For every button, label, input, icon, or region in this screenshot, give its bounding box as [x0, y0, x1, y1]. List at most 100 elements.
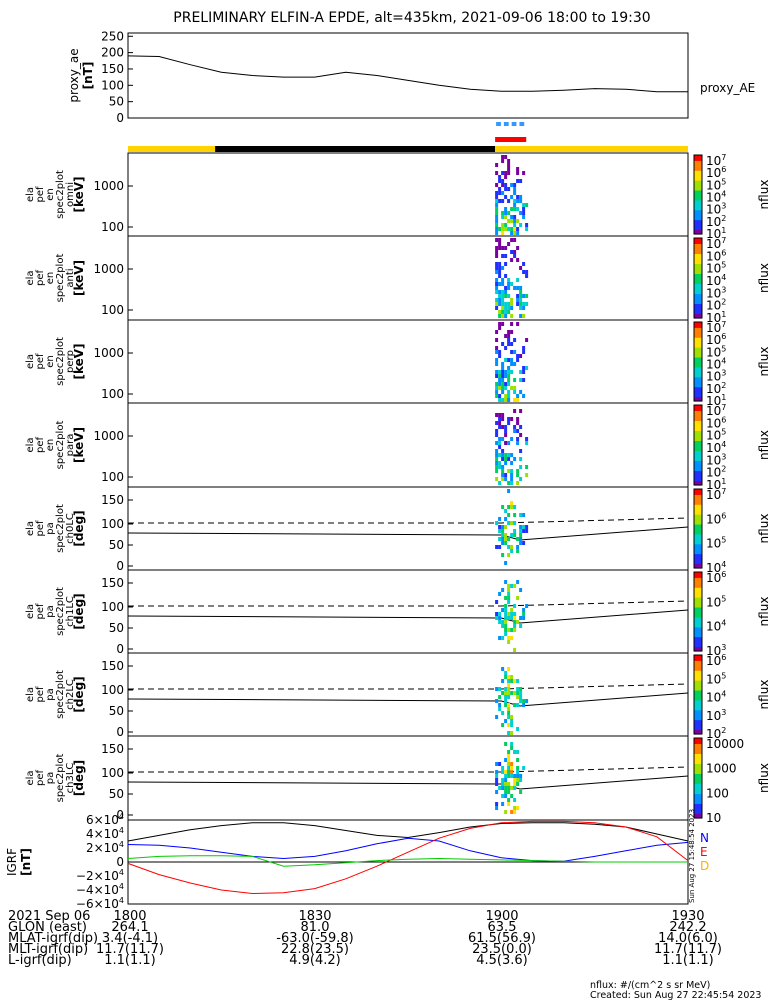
spec-cell — [501, 254, 505, 258]
colorbar-step — [694, 726, 702, 729]
colorbar-step — [694, 776, 702, 779]
spec-cell — [498, 242, 502, 246]
colorbar-step — [694, 294, 702, 297]
colorbar-step — [694, 613, 702, 617]
spec-cell — [504, 608, 508, 612]
colorbar-step — [694, 772, 702, 775]
panel-ylabel-line: [keV] — [72, 427, 86, 463]
spec-cell — [522, 612, 526, 616]
colorbar-step — [694, 290, 702, 293]
spec-cell — [519, 691, 523, 695]
spec-cell — [501, 386, 505, 390]
spec-cell — [510, 437, 514, 441]
colorbar-step — [694, 708, 702, 711]
spec-cell — [507, 159, 511, 163]
colorbar-step — [694, 194, 702, 198]
colorbar-step — [694, 306, 702, 309]
spec-cell — [525, 294, 529, 298]
colorbar-pa_ch3: 10000 1000 100 10 nflux — [693, 737, 771, 825]
colorbar-step — [694, 812, 702, 815]
spec-cell — [510, 195, 514, 199]
colorbar-step — [694, 264, 702, 267]
spec-cell — [513, 409, 517, 413]
spec-cell — [495, 687, 499, 691]
spec-cell — [504, 155, 508, 159]
footer-value: 22.8(23.5) — [281, 942, 349, 957]
panel-ylabel-line: ela — [25, 687, 36, 702]
colorbar-step — [694, 554, 702, 557]
colorbar-step — [694, 611, 702, 615]
colorbar-step — [694, 518, 702, 522]
ytick-label: 1000 — [93, 346, 124, 360]
spec-cell — [504, 441, 508, 445]
panel-ylabel-line: pef — [35, 270, 46, 287]
colorbar-step — [694, 716, 702, 719]
spec-cell — [495, 386, 499, 390]
spec-cell — [501, 398, 505, 402]
spec-cell — [510, 636, 514, 640]
spec-cell — [504, 794, 508, 798]
colorbar-step — [694, 550, 702, 553]
spec-cell — [498, 687, 502, 691]
spec-cell — [504, 596, 508, 600]
colorbar-step — [694, 492, 702, 496]
colorbar-step — [694, 246, 702, 249]
spec-cell — [495, 545, 499, 549]
spec-cell — [510, 766, 514, 770]
colorbar-tick-label: 103 — [706, 708, 726, 723]
ae-legend: proxy_AE — [700, 81, 755, 95]
zone-dash — [503, 122, 509, 126]
ytick-label: 100 — [101, 600, 124, 614]
colorbar-step — [694, 192, 702, 196]
spec-cell — [507, 282, 511, 286]
spec-cell — [525, 203, 529, 207]
spec-cell — [507, 242, 511, 246]
spec-cell — [507, 723, 511, 727]
colorbar-tick-label: 105 — [706, 671, 726, 686]
ae-ylabel-unit: [nT] — [81, 62, 95, 90]
panel-frame — [127, 652, 689, 737]
colorbar-step — [694, 202, 702, 205]
colorbar-step — [694, 704, 702, 707]
spec-cell — [507, 513, 511, 517]
colorbar-step — [694, 548, 702, 551]
spec-cell — [510, 533, 514, 537]
colorbar-label: nflux — [757, 430, 771, 460]
colorbar-tick-label: 100 — [706, 786, 729, 800]
spec-cell — [522, 302, 526, 306]
colorbar-step — [694, 204, 702, 207]
spec-cell — [507, 537, 511, 541]
colorbar-step — [694, 556, 702, 559]
colorbar-step — [694, 389, 702, 392]
colorbar-step — [694, 572, 702, 575]
orbit-band-night — [215, 146, 496, 152]
colorbar-step — [694, 538, 702, 541]
colorbar-step — [694, 278, 702, 281]
colorbar-step — [694, 206, 702, 209]
colorbar-step — [694, 443, 702, 446]
spec-cell — [516, 286, 520, 290]
colorbar-step — [694, 542, 702, 545]
spec-cell — [519, 294, 523, 298]
panel-ylabel-line: [keV] — [72, 343, 86, 379]
spec-cell — [513, 199, 517, 203]
colorbar-step — [694, 641, 702, 644]
colorbar-step — [694, 465, 702, 468]
colorbar-step — [694, 625, 702, 628]
spec-cell — [501, 191, 505, 195]
colorbar-step — [694, 210, 702, 213]
colorbar-step — [694, 682, 702, 686]
spec-cell — [501, 374, 505, 378]
spec-cell — [510, 719, 514, 723]
spec-cell — [501, 802, 505, 806]
colorbar-step — [694, 445, 702, 448]
spec-cell — [495, 211, 499, 215]
ae-ytick-label: 250 — [101, 29, 124, 43]
colorbar-step — [694, 347, 702, 351]
ytick-label: 0 — [116, 559, 124, 573]
spec-cell — [495, 219, 499, 223]
spec-cell — [501, 667, 505, 671]
colorbar-step — [694, 504, 702, 508]
spec-cell — [507, 679, 511, 683]
colorbar-step — [694, 782, 702, 785]
